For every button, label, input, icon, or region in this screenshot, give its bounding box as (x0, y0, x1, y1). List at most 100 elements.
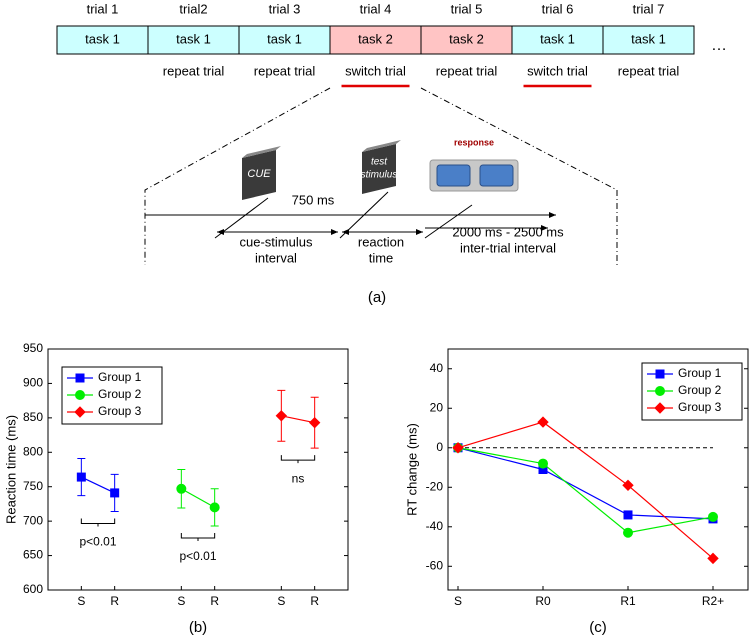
y-tick-label: 0 (436, 440, 443, 454)
annotation: ns (292, 471, 305, 485)
trial-label: trial 5 (451, 1, 483, 16)
series-line (181, 488, 215, 508)
interval-label: cue-stimulus (240, 234, 313, 249)
series-line (457, 447, 714, 520)
y-tick-label: 700 (23, 513, 43, 527)
y-tick-label: -60 (426, 558, 444, 572)
trial-label: trial 7 (633, 1, 665, 16)
trial-type: switch trial (345, 63, 406, 78)
trial-label: trial 3 (269, 1, 301, 16)
x-tick-label: R2+ (702, 594, 724, 608)
stimulus-text: stimulus (361, 170, 398, 181)
trial-type: repeat trial (254, 63, 316, 78)
y-tick-label: 800 (23, 444, 43, 458)
caption: (b) (189, 619, 207, 635)
legend-label: Group 1 (98, 370, 142, 384)
marker (538, 458, 548, 469)
x-tick-label: R (210, 594, 219, 608)
x-tick-label: S (454, 594, 462, 608)
task-box (602, 25, 695, 55)
stimulus-block-top (362, 140, 401, 152)
marker (655, 386, 665, 396)
series-line (281, 415, 315, 424)
marker (655, 369, 665, 379)
y-axis-label: Reaction time (ms) (3, 415, 18, 524)
trial-label: trial 4 (360, 1, 392, 16)
cue-block (242, 150, 276, 200)
bracket (280, 455, 316, 464)
marker (74, 406, 86, 418)
marker (623, 510, 633, 520)
legend-label: Group 3 (98, 404, 142, 418)
marker (308, 416, 321, 429)
trial-label: trial2 (179, 1, 207, 16)
cue-text: CUE (247, 168, 271, 180)
response-label: response (454, 137, 494, 147)
trial-label: trial 6 (542, 1, 574, 16)
bracket (180, 532, 216, 541)
task-label: task 2 (449, 31, 484, 46)
annotation: p<0.01 (79, 535, 116, 549)
x-tick-label: R1 (620, 594, 636, 608)
y-tick-label: 750 (23, 479, 43, 493)
y-tick-label: 20 (430, 400, 444, 414)
x-tick-label: R0 (535, 594, 551, 608)
interval-label: time (369, 250, 394, 265)
annotation: p<0.01 (179, 549, 216, 563)
response-button (479, 164, 514, 187)
trial-type: repeat trial (436, 63, 498, 78)
trial-type: repeat trial (618, 63, 680, 78)
interval-label: 2000 ms - 2500 ms (452, 224, 564, 239)
task-label: task 1 (540, 31, 575, 46)
bracket (80, 518, 116, 527)
x-tick-label: S (77, 594, 85, 608)
y-tick-label: 850 (23, 410, 43, 424)
cue-block-top (242, 146, 281, 158)
marker (275, 410, 288, 422)
marker (623, 527, 633, 538)
response-button (436, 164, 471, 187)
task-box (56, 25, 149, 55)
task-box (329, 25, 422, 55)
interval-label: inter-trial interval (460, 240, 556, 255)
x-tick-label: R (110, 594, 119, 608)
ellipsis: … (711, 37, 727, 54)
marker (76, 472, 86, 482)
marker (176, 483, 187, 494)
marker (537, 416, 549, 428)
caption: (c) (589, 619, 607, 635)
interval-label: reaction (358, 234, 404, 249)
diagram: CUE test stimulus response 750 ms cue-st… (144, 37, 727, 306)
x-tick-label: S (277, 594, 285, 608)
series-line (81, 476, 115, 494)
task-box (420, 25, 513, 55)
marker (654, 402, 666, 414)
y-tick-label: 600 (23, 582, 43, 596)
marker (75, 373, 85, 383)
task-label: task 1 (267, 31, 302, 46)
y-tick-label: -40 (426, 519, 444, 533)
y-tick-label: 950 (23, 341, 43, 355)
y-tick-label: 650 (23, 548, 43, 562)
task-label: task 1 (85, 31, 120, 46)
x-tick-label: R (310, 594, 319, 608)
marker (209, 502, 220, 513)
series-line (457, 447, 714, 534)
caption: (a) (368, 289, 386, 306)
y-tick-label: 900 (23, 376, 43, 390)
y-tick-label: 40 (430, 361, 444, 375)
delay-label: 750 ms (292, 192, 335, 207)
marker (452, 442, 464, 454)
legend-label: Group 3 (678, 400, 722, 414)
y-tick-label: -20 (426, 479, 444, 493)
legend-label: Group 1 (678, 366, 722, 380)
legend-label: Group 2 (678, 383, 722, 397)
stimulus-text: test (371, 157, 388, 168)
task-label: task 1 (631, 31, 666, 46)
trial-type: switch trial (527, 63, 588, 78)
interval-label: interval (255, 250, 297, 265)
y-axis-label: RT change (ms) (404, 423, 419, 516)
x-tick-label: S (177, 594, 185, 608)
marker (622, 479, 634, 492)
